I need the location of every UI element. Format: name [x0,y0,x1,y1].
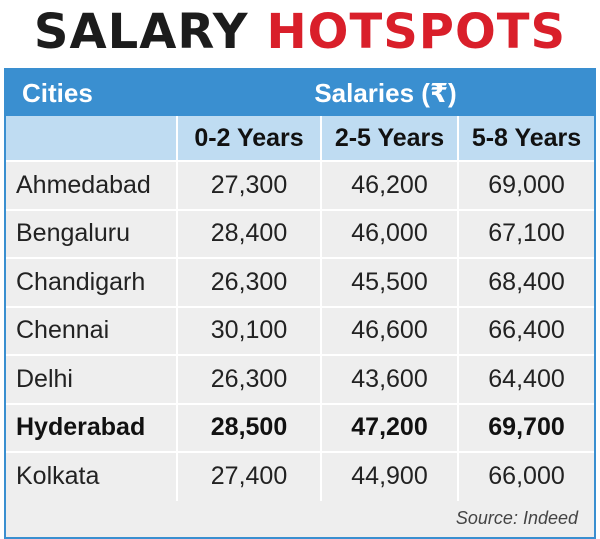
salary-cell: 26,300 [176,257,321,307]
city-cell: Delhi [6,354,177,404]
header-salaries: Salaries (₹) [177,70,595,116]
salary-cell: 46,000 [320,208,458,258]
table-row: Chandigarh 26,300 45,500 68,400 [6,257,595,307]
table-row: Kolkata 27,400 44,900 66,000 [6,451,595,501]
header-5-8-years: 5-8 Years [456,116,595,161]
table-row: Delhi 26,300 43,600 64,400 [6,354,595,404]
header-2-5-years: 2-5 Years [320,116,458,161]
salary-cell: 28,400 [176,208,321,258]
header-blank [6,116,177,161]
salary-cell: 66,000 [456,451,595,501]
city-cell: Chandigarh [6,257,177,307]
salary-cell: 47,200 [320,402,458,452]
table-row: Bengaluru 28,400 46,000 67,100 [6,208,595,258]
salary-cell: 46,600 [320,305,458,355]
city-cell: Chennai [6,305,177,355]
city-cell: Kolkata [6,451,177,501]
salary-cell: 64,400 [456,354,595,404]
header-row-top: Cities Salaries (₹) [6,70,595,116]
salary-table: Cities Salaries (₹) 0-2 Years 2-5 Years … [6,70,595,501]
table-row: Chennai 30,100 46,600 66,400 [6,305,595,355]
salary-cell: 69,000 [456,160,595,210]
salary-cell: 43,600 [320,354,458,404]
salary-cell: 27,400 [176,451,321,501]
title-part-hotspots: HOTSPOTS [266,4,567,60]
city-cell: Hyderabad [6,402,177,452]
salary-cell: 45,500 [320,257,458,307]
salary-cell: 26,300 [176,354,321,404]
city-cell: Ahmedabad [6,160,177,210]
salary-cell: 46,200 [320,160,458,210]
salary-cell: 44,900 [320,451,458,501]
title-part-salary: SALARY [33,4,249,60]
table-row: Ahmedabad 27,300 46,200 69,000 [6,160,595,210]
salary-cell: 30,100 [176,305,321,355]
salary-cell: 28,500 [176,402,321,452]
table-row-highlighted: Hyderabad 28,500 47,200 69,700 [6,402,595,452]
salary-cell: 69,700 [456,402,595,452]
header-cities: Cities [6,70,177,116]
source-note: Source: Indeed [455,508,578,528]
header-0-2-years: 0-2 Years [176,116,321,161]
salary-cell: 67,100 [456,208,595,258]
salary-cell: 68,400 [456,257,595,307]
salary-cell: 66,400 [456,305,595,355]
infographic-title: SALARY HOTSPOTS [0,0,600,64]
city-cell: Bengaluru [6,208,177,258]
salary-cell: 27,300 [176,160,321,210]
header-row-years: 0-2 Years 2-5 Years 5-8 Years [6,116,595,161]
